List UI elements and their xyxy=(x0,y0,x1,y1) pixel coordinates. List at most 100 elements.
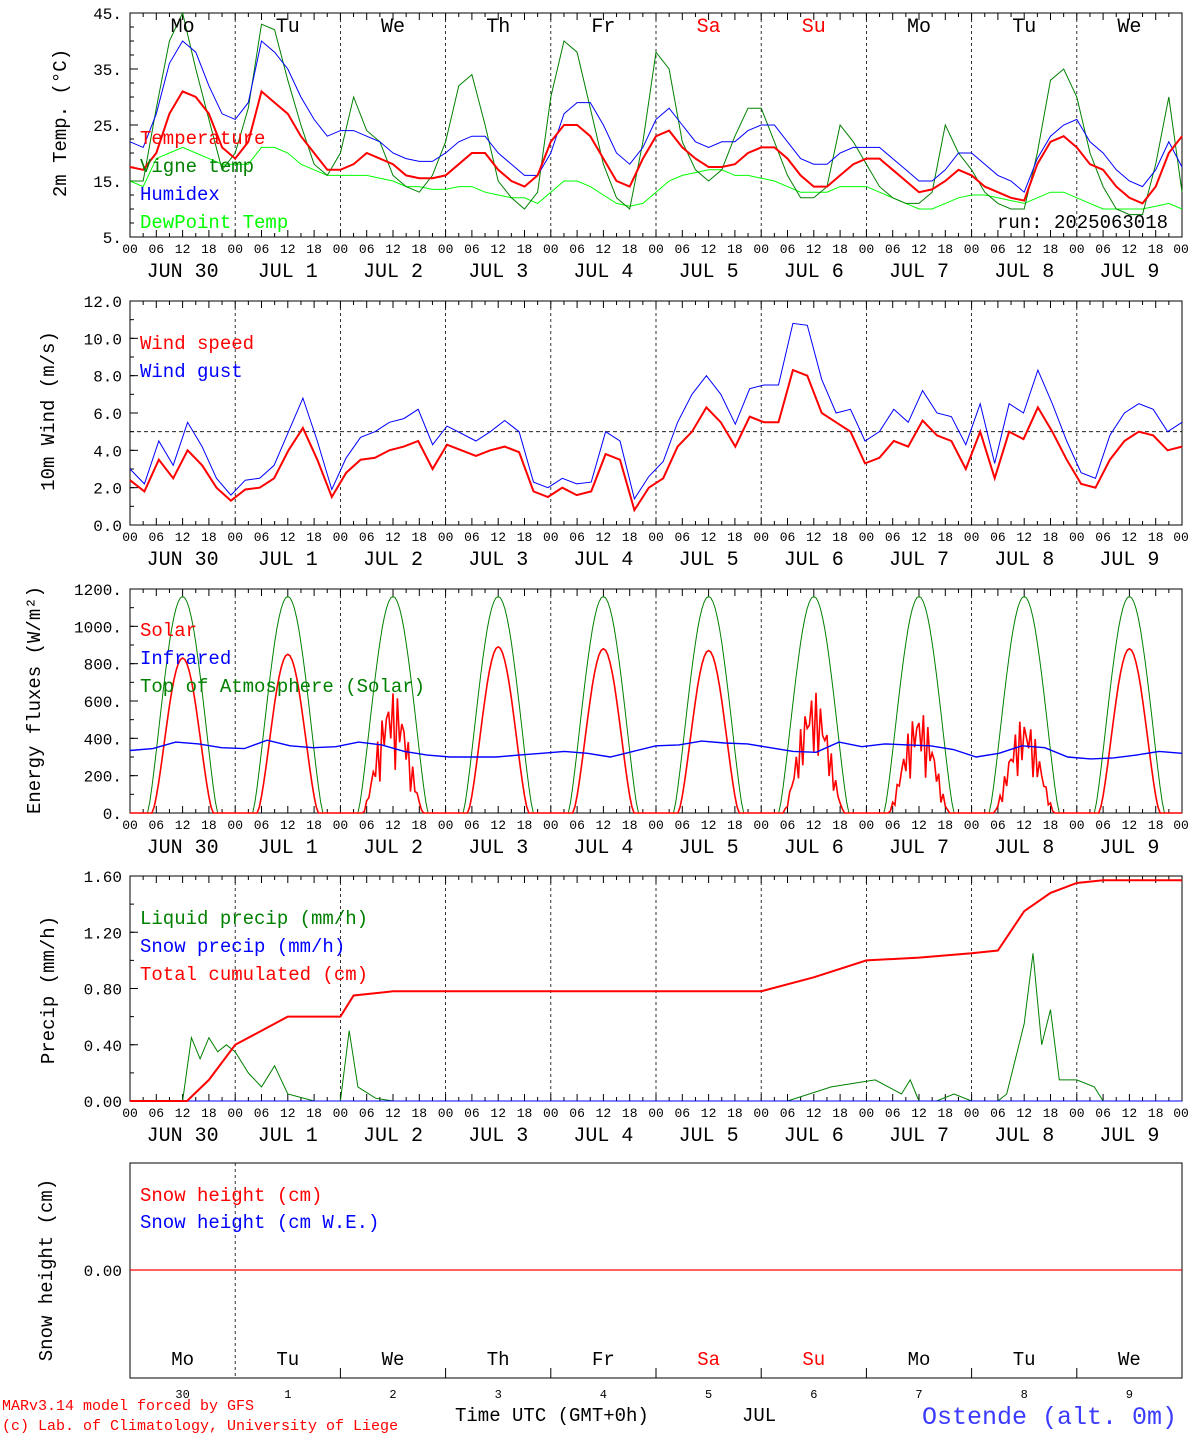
hour-label: 06 xyxy=(674,818,690,833)
hour-label: 12 xyxy=(911,818,927,833)
y-tick-label: 5. xyxy=(103,230,122,248)
y-tick-label: 1.20 xyxy=(84,925,122,943)
hour-label: 00 xyxy=(1069,1106,1085,1121)
hour-label: 18 xyxy=(727,818,743,833)
date-label: JUL 9 xyxy=(1099,261,1159,284)
day-name: Tu xyxy=(276,1349,299,1371)
hour-label: 12 xyxy=(175,242,191,257)
hour-label: 18 xyxy=(1148,242,1164,257)
hour-label: 18 xyxy=(1043,1106,1059,1121)
hour-label: 00 xyxy=(543,242,559,257)
month-label: JUL xyxy=(742,1405,777,1427)
y-tick-label: 0.00 xyxy=(84,1094,122,1112)
hour-label: 06 xyxy=(990,818,1006,833)
hour-label: 12 xyxy=(806,818,822,833)
date-label: JUL 7 xyxy=(889,549,949,572)
y-tick-label: 0.80 xyxy=(84,982,122,1000)
date-label: JUL 5 xyxy=(679,549,739,572)
hour-label: 06 xyxy=(254,530,270,545)
hour-label: 06 xyxy=(885,818,901,833)
hour-label: 00 xyxy=(648,818,664,833)
date-label: JUL 5 xyxy=(679,1125,739,1148)
hour-label: 12 xyxy=(1016,1106,1032,1121)
hour-label: 12 xyxy=(385,1106,401,1121)
hour-label: 12 xyxy=(1016,530,1032,545)
hour-label: 12 xyxy=(490,242,506,257)
date-label: JUL 1 xyxy=(258,837,318,860)
hour-label: 12 xyxy=(596,818,612,833)
hour-label: 12 xyxy=(806,1106,822,1121)
run-annotation: run: 2025063018 xyxy=(997,212,1168,234)
hour-label: 00 xyxy=(438,530,454,545)
hour-label: 18 xyxy=(306,1106,322,1121)
hour-label: 06 xyxy=(359,530,375,545)
hour-label: 12 xyxy=(1122,1106,1138,1121)
date-label: JUL 7 xyxy=(889,1125,949,1148)
hour-label: 06 xyxy=(780,530,796,545)
day-name: Mo xyxy=(908,1349,931,1371)
model-credit: MARv3.14 model forced by GFS xyxy=(2,1398,255,1415)
day-name: Tu xyxy=(276,16,300,39)
hour-label: 12 xyxy=(596,242,612,257)
hour-label: 00 xyxy=(227,530,243,545)
hour-label: 06 xyxy=(464,1106,480,1121)
hour-label: 06 xyxy=(359,818,375,833)
series-line-lightgreen xyxy=(129,146,1183,210)
hour-label: 18 xyxy=(306,818,322,833)
hour-label: 06 xyxy=(254,1106,270,1121)
date-label: JUL 5 xyxy=(679,261,739,284)
day-name: We xyxy=(1117,16,1141,39)
hour-label: 00 xyxy=(333,1106,349,1121)
hour-label: 00 xyxy=(964,530,980,545)
hour-label: 12 xyxy=(280,1106,296,1121)
y-tick-label: 800. xyxy=(84,657,122,675)
hour-label: 18 xyxy=(201,818,217,833)
y-tick-label: 1200. xyxy=(74,582,122,600)
day-name: Fr xyxy=(591,16,615,39)
day-number: 1 xyxy=(284,1388,291,1402)
y-tick-label: 0.0 xyxy=(93,518,122,536)
hour-label: 00 xyxy=(333,818,349,833)
hour-label: 06 xyxy=(1095,818,1111,833)
date-label: JUL 6 xyxy=(784,261,844,284)
hour-label: 00 xyxy=(1173,530,1189,545)
series-line-blue xyxy=(129,40,1183,194)
date-label: JUL 9 xyxy=(1099,1125,1159,1148)
hour-label: 06 xyxy=(254,818,270,833)
legend-entry: Total cumulated (cm) xyxy=(140,964,368,986)
date-label: JUN 30 xyxy=(147,261,219,284)
day-name: We xyxy=(381,16,405,39)
date-label: JUL 9 xyxy=(1099,549,1159,572)
hour-label: 18 xyxy=(1148,530,1164,545)
day-number: 5 xyxy=(705,1388,712,1402)
hour-label: 00 xyxy=(543,818,559,833)
hour-label: 00 xyxy=(1069,530,1085,545)
series-line-blue xyxy=(129,322,1183,501)
hour-label: 06 xyxy=(464,818,480,833)
hour-label: 18 xyxy=(1043,530,1059,545)
series-line-red xyxy=(129,368,1183,513)
hour-label: 00 xyxy=(543,1106,559,1121)
hour-label: 12 xyxy=(911,242,927,257)
day-name: Mo xyxy=(171,16,195,39)
y-tick-label: 25. xyxy=(93,118,122,136)
y-tick-label: 1.60 xyxy=(84,869,122,887)
hour-label: 00 xyxy=(543,530,559,545)
date-label: JUL 4 xyxy=(573,261,633,284)
hour-label: 06 xyxy=(359,242,375,257)
day-name: Mo xyxy=(907,16,931,39)
hour-label: 18 xyxy=(622,242,638,257)
date-label: JUL 3 xyxy=(468,837,528,860)
day-name: We xyxy=(382,1349,405,1371)
hour-label: 06 xyxy=(464,242,480,257)
date-label: JUN 30 xyxy=(147,1125,219,1148)
hour-label: 06 xyxy=(885,1106,901,1121)
date-label: JUL 4 xyxy=(573,837,633,860)
date-label: JUL 3 xyxy=(468,1125,528,1148)
date-label: JUL 2 xyxy=(363,837,423,860)
date-label: JUL 3 xyxy=(468,549,528,572)
date-label: JUL 6 xyxy=(784,1125,844,1148)
date-label: JUL 6 xyxy=(784,837,844,860)
hour-label: 00 xyxy=(438,242,454,257)
legend-entry: Snow height (cm) xyxy=(140,1185,322,1207)
